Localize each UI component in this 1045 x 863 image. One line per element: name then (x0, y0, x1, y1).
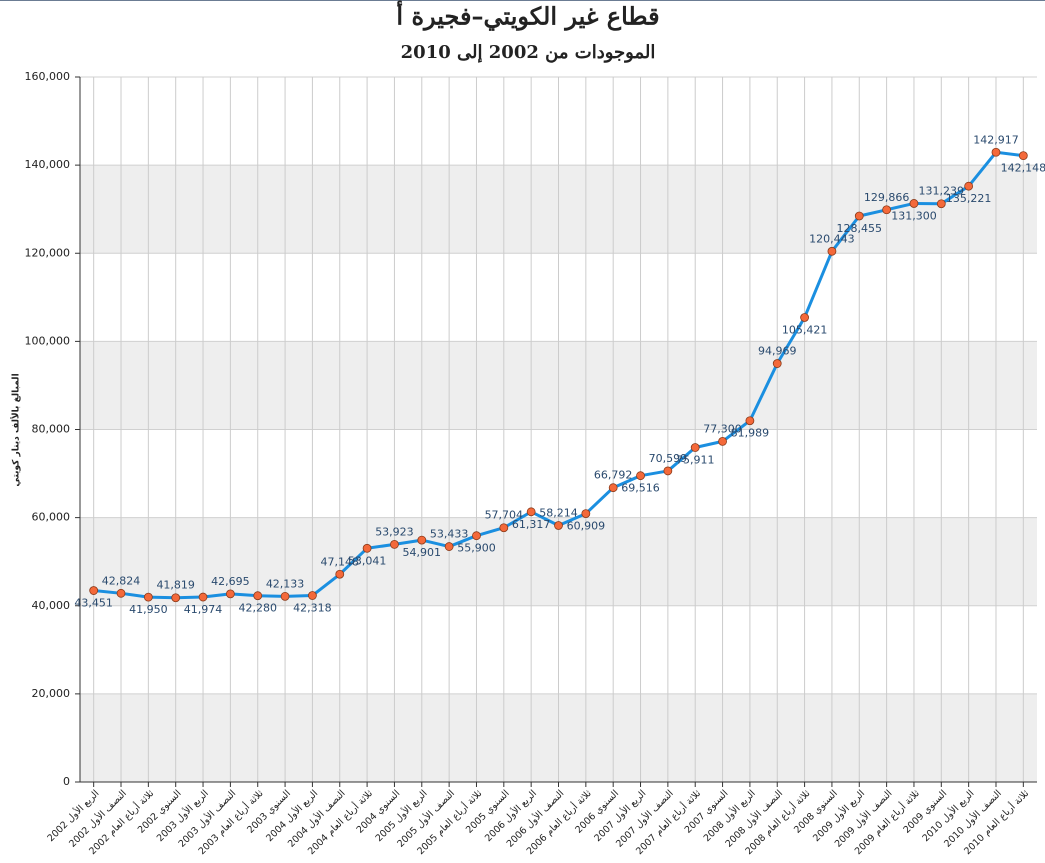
y-tick-label: 40,000 (32, 599, 71, 612)
marker (854, 211, 864, 221)
marker (936, 199, 946, 209)
value-label: 43,451 (74, 597, 113, 610)
chart-subtitle: الموجودات من 2002 إلى 2010 (401, 42, 656, 63)
marker (690, 443, 700, 452)
marker (472, 531, 481, 541)
value-label: 42,824 (102, 574, 141, 587)
value-label: 142,917 (973, 133, 1019, 146)
marker (444, 542, 454, 551)
value-label: 81,989 (731, 427, 770, 440)
value-label: 41,950 (129, 603, 168, 616)
value-label: 129,866 (864, 191, 910, 204)
marker (171, 593, 181, 603)
marker (772, 359, 782, 368)
value-label: 41,819 (156, 579, 195, 592)
y-tick-label: 80,000 (32, 423, 71, 436)
marker (198, 592, 208, 602)
value-label: 94,969 (758, 345, 797, 358)
marker (499, 523, 509, 533)
marker (745, 416, 755, 426)
value-label: 54,901 (403, 546, 442, 559)
marker (390, 540, 399, 549)
y-tick-label: 100,000 (25, 334, 71, 347)
value-label: 142,148 (1001, 162, 1045, 175)
value-label: 135,221 (946, 192, 992, 205)
chart-title: قطاع غير الكويتي–فجيرة أ (396, 0, 659, 32)
marker (253, 591, 263, 601)
y-axis-label: المبالغ بالألف دينار كويتي (10, 373, 22, 486)
value-label: 77,300 (703, 422, 742, 435)
value-label: 57,704 (485, 509, 524, 522)
value-label: 53,923 (375, 525, 414, 538)
marker (554, 521, 563, 530)
value-label: 53,041 (348, 554, 387, 567)
marker (882, 205, 892, 215)
y-tick-label: 20,000 (32, 687, 71, 700)
marker (800, 313, 809, 322)
marker (964, 181, 974, 191)
value-label: 58,214 (539, 506, 578, 519)
marker (1018, 151, 1028, 161)
marker (335, 569, 345, 579)
marker (308, 591, 317, 600)
value-label: 42,695 (211, 575, 250, 588)
value-label: 47,148 (321, 555, 360, 568)
marker (608, 483, 618, 493)
value-label: 42,280 (238, 602, 277, 615)
marker (143, 592, 153, 602)
value-label: 42,318 (293, 602, 332, 615)
marker (89, 586, 99, 595)
marker (280, 591, 290, 601)
y-tick-label: 160,000 (25, 70, 71, 83)
marker (225, 589, 235, 599)
value-label: 75,911 (676, 454, 715, 467)
marker (526, 507, 536, 517)
value-label: 53,433 (430, 528, 469, 541)
y-tick-label: 0 (63, 775, 70, 788)
y-tick-label: 140,000 (25, 158, 71, 171)
marker (116, 588, 126, 598)
y-tick-label: 60,000 (32, 511, 71, 524)
marker (827, 246, 837, 256)
value-label: 70,599 (649, 452, 688, 465)
marker (636, 471, 645, 481)
value-label: 60,909 (567, 520, 606, 533)
marker (417, 535, 427, 545)
value-label: 61,317 (512, 518, 551, 531)
value-label: 131,300 (891, 209, 937, 222)
value-label: 120,443 (809, 232, 855, 245)
marker (718, 436, 727, 446)
marker (581, 509, 591, 519)
value-label: 41,974 (184, 603, 223, 616)
marker (362, 543, 372, 553)
value-label: 42,133 (266, 577, 305, 590)
marker (663, 466, 673, 476)
value-label: 128,455 (837, 222, 883, 235)
value-label: 105,421 (782, 323, 828, 336)
y-tick-label: 120,000 (25, 246, 71, 259)
value-label: 55,900 (457, 542, 496, 555)
value-label: 66,792 (594, 469, 633, 482)
value-label: 69,516 (621, 482, 660, 495)
marker (909, 199, 919, 208)
value-label: 131,239 (919, 185, 965, 198)
marker (991, 147, 1001, 157)
